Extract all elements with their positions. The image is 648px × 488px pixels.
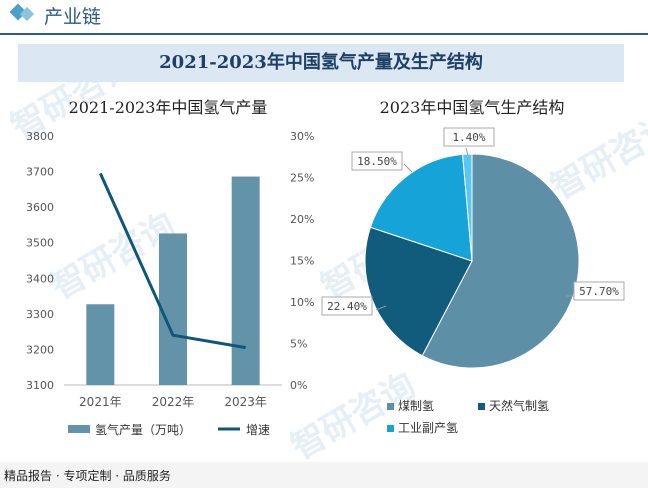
y-axis-tick-label: 3800: [26, 130, 54, 143]
y2-axis-tick-label: 0%: [290, 379, 307, 392]
y-axis-tick-label: 3400: [26, 272, 54, 285]
bar-3: [231, 176, 260, 385]
y-axis-tick-label: 3600: [26, 201, 54, 214]
legend-line-label: 增速: [246, 423, 270, 437]
legend-bar-label: 氢气产量（万吨）: [95, 422, 191, 437]
y2-axis-tick-label: 20%: [290, 213, 314, 226]
section-title: 产业链: [44, 6, 102, 28]
pie-label-box: [351, 151, 403, 171]
pie-legend-swatch: [387, 425, 394, 432]
y-axis-tick-label: 3300: [26, 308, 54, 321]
legend-bar-swatch: [68, 425, 90, 433]
y-axis-tick-label: 3500: [26, 237, 54, 250]
pie-chart-title: 2023年中国氢气生产结构: [380, 98, 565, 117]
pie-data-label: 1.40%: [452, 131, 485, 144]
pie-legend-label: 工业副产氢: [398, 420, 458, 435]
pie-slice-3: [369, 153, 473, 262]
pie-label-box: [573, 281, 625, 301]
banner-title: 2021-2023年中国氢气产量及生产结构: [159, 52, 483, 73]
pie-leader-line: [375, 305, 387, 311]
pie-leader-line: [403, 163, 413, 173]
x-axis-tick-label: 2021年: [79, 395, 122, 409]
growth-rate-line: [98, 172, 246, 350]
header-divider: [0, 33, 648, 35]
pie-leader-line: [465, 147, 469, 157]
pie-label-box: [443, 127, 495, 147]
chart-banner: 2021-2023年中国氢气产量及生产结构: [18, 44, 624, 82]
y2-axis-tick-label: 10%: [290, 296, 314, 309]
pie-legend-label: 煤制氢: [398, 398, 434, 413]
footer: 精品报告 · 专项定制 · 品质服务: [0, 462, 648, 488]
pie-label-box: [321, 296, 373, 316]
pie-legend-swatch: [387, 403, 394, 410]
y2-axis-tick-label: 25%: [290, 172, 314, 185]
footer-text: 精品报告 · 专项定制 · 品质服务: [4, 469, 171, 483]
pie-slice-2: [364, 226, 473, 357]
x-axis-tick-label: 2022年: [152, 395, 195, 409]
pie-data-label: 18.50%: [357, 155, 397, 168]
pie-legend-label: 天然气制氢: [489, 398, 549, 413]
y-axis-tick-label: 3100: [26, 379, 54, 392]
y-axis-tick-label: 3200: [26, 343, 54, 356]
y-axis-tick-label: 3700: [26, 166, 54, 179]
pie-data-label: 57.70%: [579, 285, 619, 298]
pie-legend-swatch: [478, 403, 485, 410]
bar-1: [86, 304, 115, 385]
x-axis-tick-label: 2023年: [224, 395, 267, 409]
y2-axis-tick-label: 30%: [290, 130, 314, 143]
y2-axis-tick-label: 5%: [290, 338, 307, 351]
bar-2: [159, 233, 187, 385]
bar-chart-title: 2021-2023年中国氢气产量: [69, 98, 268, 117]
top-bar: 产业链: [0, 0, 648, 35]
y2-axis-tick-label: 15%: [290, 255, 314, 268]
pie-data-label: 22.40%: [327, 300, 367, 313]
